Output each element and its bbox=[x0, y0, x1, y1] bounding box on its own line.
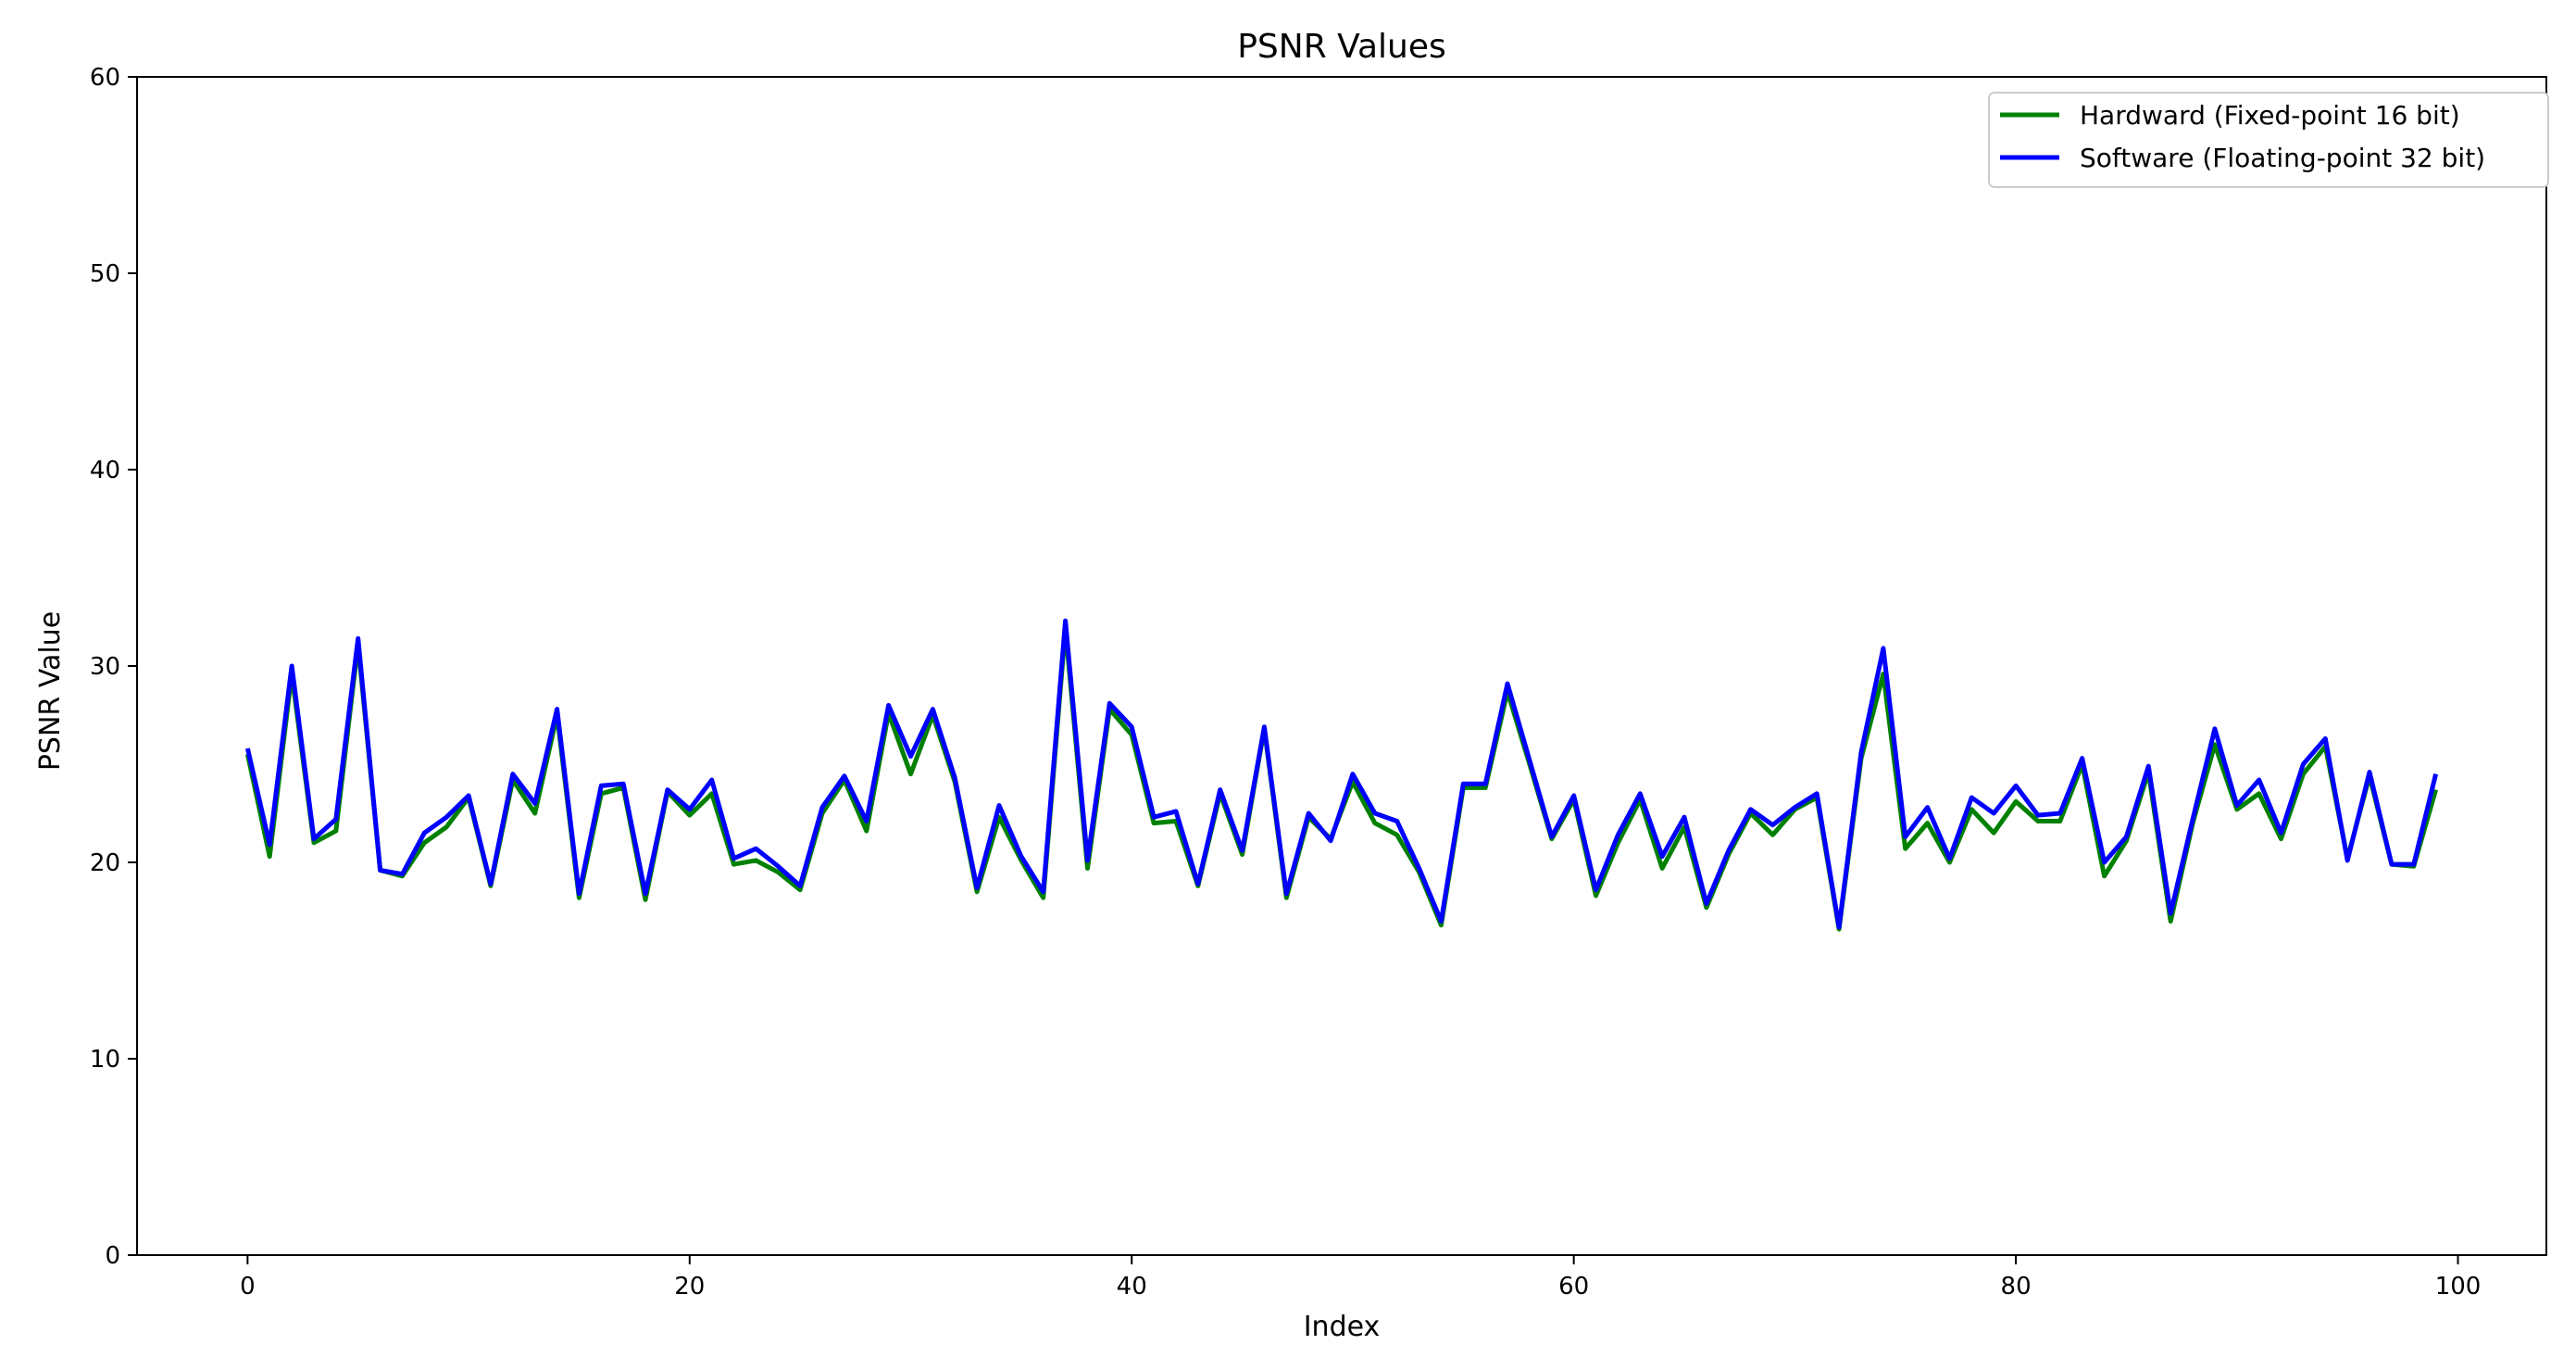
x-tick-label: 100 bbox=[2435, 1273, 2482, 1300]
y-tick-label: 0 bbox=[105, 1242, 120, 1270]
x-tick-label: 80 bbox=[2001, 1273, 2032, 1300]
y-tick-label: 10 bbox=[90, 1046, 120, 1074]
y-axis-ticks: 0 10 20 30 40 50 60 bbox=[90, 64, 137, 1270]
x-axis-label: Index bbox=[1304, 1311, 1381, 1343]
y-tick-label: 20 bbox=[90, 849, 120, 877]
x-tick-label: 60 bbox=[1558, 1273, 1589, 1300]
y-axis-label: PSNR Value bbox=[34, 611, 67, 771]
legend-box bbox=[1988, 92, 2549, 188]
x-tick-label: 40 bbox=[1117, 1273, 1147, 1300]
series-line-software bbox=[244, 618, 2439, 930]
y-tick-label: 40 bbox=[90, 457, 120, 484]
y-tick-label: 60 bbox=[90, 64, 120, 92]
plot-area bbox=[244, 618, 2439, 932]
x-axis-ticks: 0 20 40 60 80 100 bbox=[240, 1255, 2481, 1300]
y-tick-label: 30 bbox=[90, 653, 120, 681]
y-tick-label: 50 bbox=[90, 260, 120, 288]
chart-legend: Hardward (Fixed-point 16 bit) Software (… bbox=[1988, 92, 2549, 188]
chart-title: PSNR Values bbox=[1237, 28, 1446, 66]
legend-label-hardware: Hardward (Fixed-point 16 bit) bbox=[2080, 100, 2460, 131]
x-tick-label: 20 bbox=[674, 1273, 705, 1300]
x-tick-label: 0 bbox=[240, 1273, 256, 1300]
legend-label-software: Software (Floating-point 32 bit) bbox=[2080, 143, 2485, 173]
